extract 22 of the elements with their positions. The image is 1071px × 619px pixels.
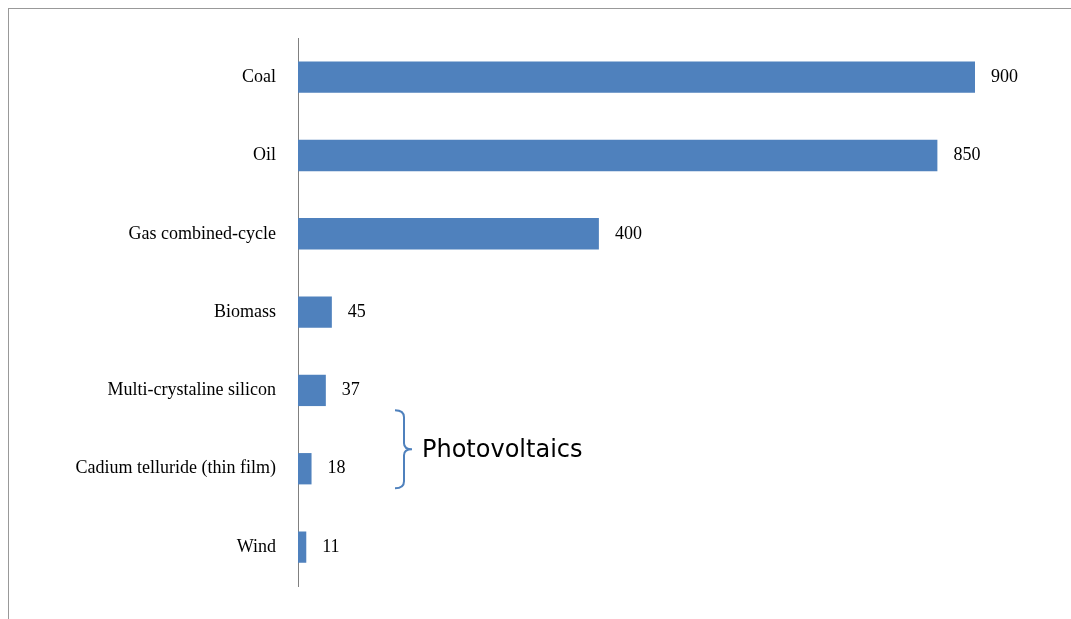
data-label: 18 [327,457,346,478]
y-tick-label: Cadium telluride (thin film) [75,457,276,479]
bar [298,61,975,93]
bar [298,139,938,172]
y-tick-label: Oil [252,144,276,165]
y-tick-label: Biomass [213,300,276,321]
data-label: 45 [347,300,366,321]
y-tick-label: Coal [242,65,276,86]
annotation: Photovoltaics [422,434,583,463]
y-tick-label: Multi-crystaline silicon [107,379,276,400]
data-label: 11 [322,535,340,556]
y-tick-label: Wind [236,535,276,556]
data-label: 900 [991,65,1018,86]
y-tick-label: Gas combined-cycle [128,222,277,243]
data-label: 850 [953,144,981,165]
data-label: 400 [614,222,642,243]
bar [298,374,326,407]
bar [298,218,599,250]
bar [298,296,332,328]
bar [298,453,312,485]
bar [298,531,307,563]
data-label: 37 [341,379,360,400]
